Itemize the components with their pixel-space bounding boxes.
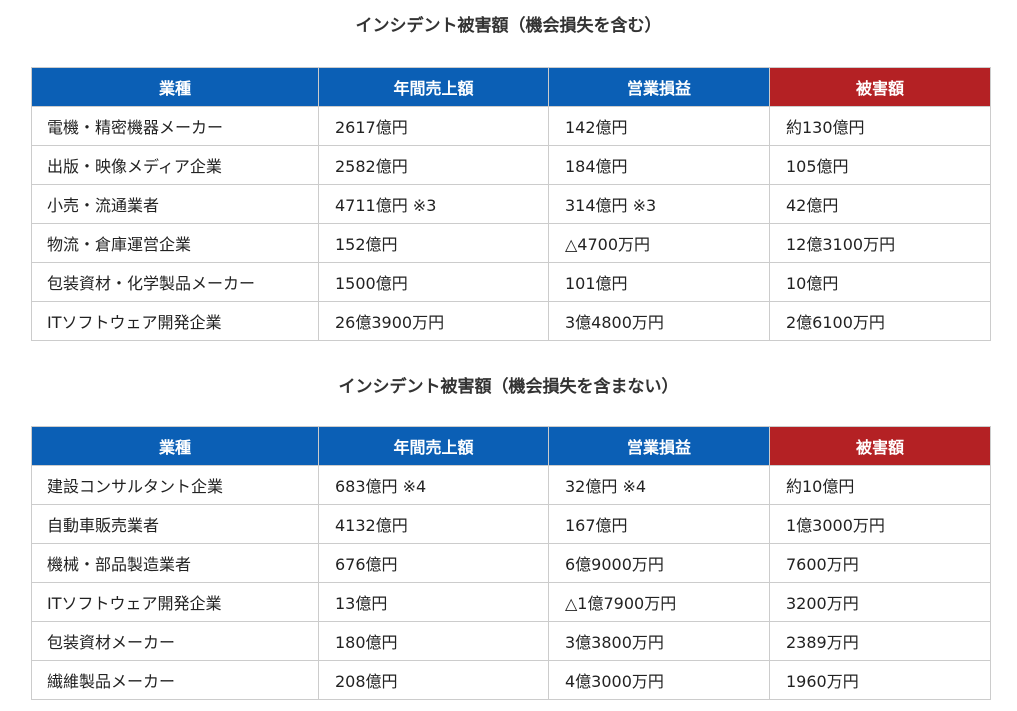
header-industry: 業種 [31, 67, 319, 107]
header-damage-amount: 被害額 [769, 426, 991, 466]
table-title-including-opportunity-loss: インシデント被害額（機会損失を含む） [355, 16, 662, 36]
cell-industry: 小売・流通業者 [31, 184, 319, 224]
cell-industry: 包装資材・化学製品メーカー [31, 262, 319, 302]
cell-operating-profit: △1億7900万円 [548, 582, 770, 622]
cell-annual-sales: 2617億円 [318, 106, 549, 146]
cell-damage-amount: 105億円 [769, 145, 991, 185]
cell-damage-amount: 2389万円 [769, 621, 991, 661]
incident-damage-table-including-opportunity-loss: 業種 年間売上額 営業損益 被害額 電機・精密機器メーカー 2617億円 142億円 約13… [31, 67, 991, 341]
header-row: 業種 年間売上額 営業損益 被害額 [31, 67, 991, 107]
cell-damage-amount: 42億円 [769, 184, 991, 224]
cell-industry: ITソフトウェア開発企業 [31, 582, 319, 622]
header-annual-sales: 年間売上額 [318, 67, 549, 107]
table-row: ITソフトウェア開発企業 26億3900万円 3億4800万円 2億6100万円 [31, 301, 991, 341]
cell-damage-amount: 約10億円 [769, 465, 991, 505]
cell-operating-profit: 32億円 ※4 [548, 465, 770, 505]
cell-industry: 繊維製品メーカー [31, 660, 319, 700]
cell-operating-profit: 184億円 [548, 145, 770, 185]
header-operating-profit: 営業損益 [548, 67, 770, 107]
cell-industry: 自動車販売業者 [31, 504, 319, 544]
table-row: 物流・倉庫運営企業 152億円 △4700万円 12億3100万円 [31, 223, 991, 263]
cell-operating-profit: 3億3800万円 [548, 621, 770, 661]
cell-annual-sales: 683億円 ※4 [318, 465, 549, 505]
cell-industry: 出版・映像メディア企業 [31, 145, 319, 185]
cell-operating-profit: 4億3000万円 [548, 660, 770, 700]
cell-industry: 物流・倉庫運営企業 [31, 223, 319, 263]
cell-annual-sales: 208億円 [318, 660, 549, 700]
cell-industry: 機械・部品製造業者 [31, 543, 319, 583]
header-industry: 業種 [31, 426, 319, 466]
header-annual-sales: 年間売上額 [318, 426, 549, 466]
table-row: 電機・精密機器メーカー 2617億円 142億円 約130億円 [31, 106, 991, 146]
cell-operating-profit: △4700万円 [548, 223, 770, 263]
cell-damage-amount: 3200万円 [769, 582, 991, 622]
cell-annual-sales: 13億円 [318, 582, 549, 622]
cell-damage-amount: 1億3000万円 [769, 504, 991, 544]
cell-operating-profit: 314億円 ※3 [548, 184, 770, 224]
table-row: 包装資材メーカー 180億円 3億3800万円 2389万円 [31, 621, 991, 661]
cell-damage-amount: 2億6100万円 [769, 301, 991, 341]
cell-annual-sales: 676億円 [318, 543, 549, 583]
cell-damage-amount: 約130億円 [769, 106, 991, 146]
table-row: 建設コンサルタント企業 683億円 ※4 32億円 ※4 約10億円 [31, 465, 991, 505]
cell-damage-amount: 12億3100万円 [769, 223, 991, 263]
table-row: 繊維製品メーカー 208億円 4億3000万円 1960万円 [31, 660, 991, 700]
cell-industry: 建設コンサルタント企業 [31, 465, 319, 505]
table-row: 自動車販売業者 4132億円 167億円 1億3000万円 [31, 504, 991, 544]
header-damage-amount: 被害額 [769, 67, 991, 107]
cell-damage-amount: 7600万円 [769, 543, 991, 583]
cell-annual-sales: 180億円 [318, 621, 549, 661]
cell-operating-profit: 101億円 [548, 262, 770, 302]
table-row: 包装資材・化学製品メーカー 1500億円 101億円 10億円 [31, 262, 991, 302]
cell-annual-sales: 2582億円 [318, 145, 549, 185]
table-row: 出版・映像メディア企業 2582億円 184億円 105億円 [31, 145, 991, 185]
header-operating-profit: 営業損益 [548, 426, 770, 466]
cell-operating-profit: 3億4800万円 [548, 301, 770, 341]
table-row: 小売・流通業者 4711億円 ※3 314億円 ※3 42億円 [31, 184, 991, 224]
table-row: 機械・部品製造業者 676億円 6億9000万円 7600万円 [31, 543, 991, 583]
header-row: 業種 年間売上額 営業損益 被害額 [31, 426, 991, 466]
cell-annual-sales: 152億円 [318, 223, 549, 263]
cell-annual-sales: 4711億円 ※3 [318, 184, 549, 224]
cell-annual-sales: 26億3900万円 [318, 301, 549, 341]
incident-damage-table-excluding-opportunity-loss: 業種 年間売上額 営業損益 被害額 建設コンサルタント企業 683億円 ※4 32億円 ※… [31, 426, 991, 700]
cell-industry: 電機・精密機器メーカー [31, 106, 319, 146]
cell-damage-amount: 10億円 [769, 262, 991, 302]
cell-damage-amount: 1960万円 [769, 660, 991, 700]
table-title-excluding-opportunity-loss: インシデント被害額（機会損失を含まない） [338, 377, 679, 397]
cell-industry: ITソフトウェア開発企業 [31, 301, 319, 341]
cell-annual-sales: 1500億円 [318, 262, 549, 302]
cell-operating-profit: 6億9000万円 [548, 543, 770, 583]
cell-operating-profit: 142億円 [548, 106, 770, 146]
table-row: ITソフトウェア開発企業 13億円 △1億7900万円 3200万円 [31, 582, 991, 622]
cell-industry: 包装資材メーカー [31, 621, 319, 661]
cell-operating-profit: 167億円 [548, 504, 770, 544]
cell-annual-sales: 4132億円 [318, 504, 549, 544]
